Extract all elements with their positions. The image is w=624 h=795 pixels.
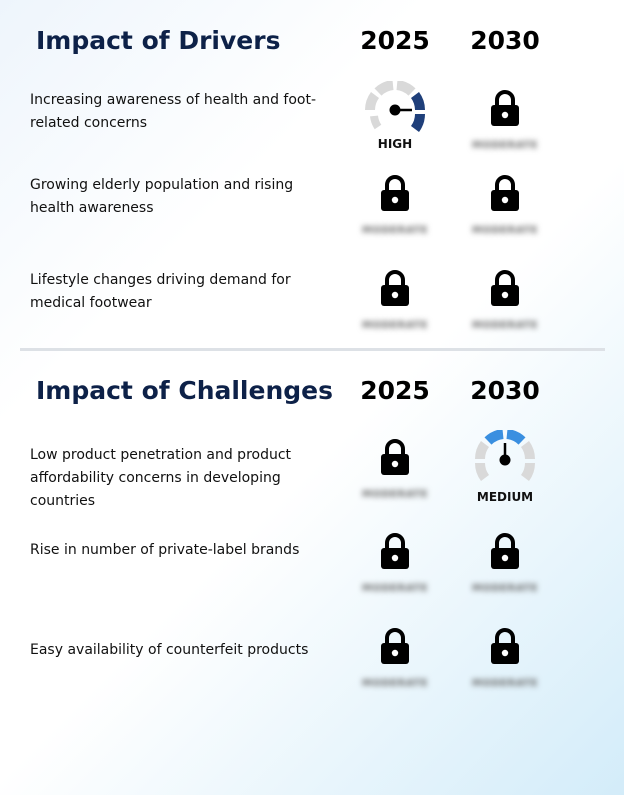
lock-icon <box>491 628 519 664</box>
impact-cell-2030-locked[interactable]: MODERATE <box>450 627 560 702</box>
hidden-impact-level: MODERATE <box>362 678 428 689</box>
impact-cell-2025-locked[interactable]: MODERATE <box>340 627 450 702</box>
impact-cell-2025-locked[interactable]: MODERATE <box>340 438 450 513</box>
lock-icon <box>491 175 519 211</box>
challenge-label: Low product penetration and product affo… <box>30 447 292 509</box>
lock-icon <box>381 439 409 475</box>
challenges-title: Impact of Challenges <box>36 376 333 405</box>
hidden-impact-level: MODERATE <box>362 489 428 500</box>
drivers-year-2030: 2030 <box>470 26 540 55</box>
lock-icon <box>381 270 409 306</box>
hidden-impact-level: MODERATE <box>472 225 538 236</box>
lock-icon <box>381 628 409 664</box>
challenge-label: Easy availability of counterfeit product… <box>30 642 309 658</box>
gauge-icon <box>475 430 535 481</box>
driver-label: Growing elderly population and rising he… <box>30 177 294 216</box>
impact-cell-2025-locked[interactable]: MODERATE <box>340 269 450 344</box>
impact-cell-2030: MEDIUM <box>450 430 560 513</box>
hidden-impact-level: MODERATE <box>362 225 428 236</box>
drivers-title: Impact of Drivers <box>36 26 281 55</box>
impact-level-label: MEDIUM <box>476 490 534 504</box>
hidden-impact-level: MODERATE <box>472 140 538 151</box>
lock-icon <box>381 175 409 211</box>
hidden-impact-level: MODERATE <box>472 320 538 331</box>
impact-level-label: HIGH <box>377 137 413 151</box>
lock-icon <box>491 533 519 569</box>
hidden-impact-level: MODERATE <box>472 583 538 594</box>
impact-cell-2030-locked[interactable]: MODERATE <box>450 532 560 607</box>
lock-icon <box>491 270 519 306</box>
challenge-label: Rise in number of private-label brands <box>30 542 300 558</box>
driver-label: Lifestyle changes driving demand for med… <box>30 272 291 311</box>
section-divider <box>20 348 605 351</box>
lock-icon <box>491 90 519 126</box>
impact-cell-2030-locked[interactable]: MODERATE <box>450 89 560 164</box>
impact-cell-2025-locked[interactable]: MODERATE <box>340 174 450 249</box>
impact-cell-2030-locked[interactable]: MODERATE <box>450 269 560 344</box>
impact-cell-2030-locked[interactable]: MODERATE <box>450 174 560 249</box>
driver-label: Increasing awareness of health and foot-… <box>30 92 317 131</box>
hidden-impact-level: MODERATE <box>362 320 428 331</box>
impact-cell-2025: HIGH <box>340 81 450 164</box>
hidden-impact-level: MODERATE <box>362 583 428 594</box>
challenges-year-2030: 2030 <box>470 376 540 405</box>
impact-cell-2025-locked[interactable]: MODERATE <box>340 532 450 607</box>
lock-icon <box>381 533 409 569</box>
gauge-icon <box>365 81 425 132</box>
hidden-impact-level: MODERATE <box>472 678 538 689</box>
drivers-section: Impact of Drivers 2025 2030 Increasing a… <box>0 0 624 350</box>
challenges-year-2025: 2025 <box>360 376 430 405</box>
drivers-year-2025: 2025 <box>360 26 430 55</box>
challenges-section: Impact of Challenges 2025 2030 Low produ… <box>0 352 624 795</box>
